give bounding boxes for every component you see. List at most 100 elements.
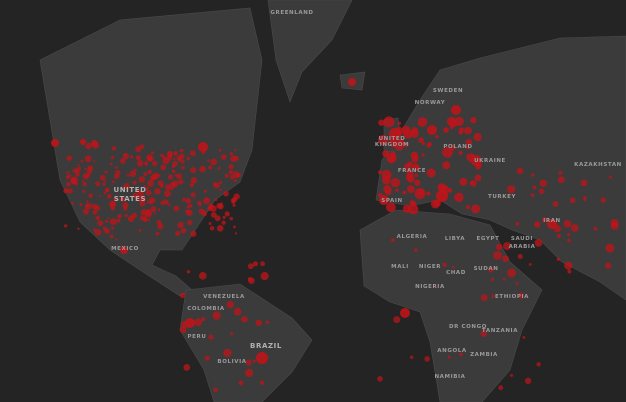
case-marker <box>81 179 85 183</box>
country-label: EGYPT <box>477 236 500 242</box>
case-marker <box>432 285 436 289</box>
case-marker <box>564 261 573 270</box>
country-label: TANZANIA <box>482 328 518 334</box>
country-label: STATES <box>114 195 146 203</box>
case-marker <box>129 170 137 178</box>
case-marker <box>113 196 118 201</box>
land <box>39 0 626 402</box>
case-marker <box>459 352 463 357</box>
case-marker <box>528 262 532 266</box>
case-marker <box>221 220 226 225</box>
case-marker <box>110 201 117 207</box>
case-marker <box>252 261 259 267</box>
case-marker <box>146 200 150 204</box>
case-marker <box>143 185 147 188</box>
case-marker <box>228 163 234 170</box>
case-marker <box>145 210 152 218</box>
case-marker <box>509 373 514 377</box>
case-marker <box>199 165 206 173</box>
case-marker <box>86 168 93 174</box>
case-marker <box>190 167 197 174</box>
case-marker <box>534 239 543 247</box>
case-marker <box>109 218 117 226</box>
eurasia <box>375 35 626 301</box>
case-marker <box>94 229 102 236</box>
case-marker <box>605 262 612 269</box>
case-marker <box>116 218 121 223</box>
case-marker <box>150 206 157 212</box>
case-marker <box>480 294 488 302</box>
case-marker <box>524 377 532 385</box>
case-marker <box>102 182 106 186</box>
case-marker <box>466 145 470 150</box>
case-marker <box>99 174 106 181</box>
case-marker <box>259 380 265 386</box>
case-marker <box>135 155 141 161</box>
case-marker <box>256 352 268 364</box>
case-marker <box>465 205 471 210</box>
case-marker <box>245 359 252 366</box>
case-marker <box>422 142 426 146</box>
case-marker <box>400 308 410 318</box>
case-marker <box>208 334 214 340</box>
case-marker <box>383 185 392 194</box>
case-marker <box>217 166 221 170</box>
case-marker <box>547 219 557 229</box>
case-marker <box>133 168 136 171</box>
case-marker <box>162 199 169 205</box>
case-marker <box>236 172 241 178</box>
case-marker <box>65 172 69 175</box>
case-marker <box>153 172 160 180</box>
case-marker <box>210 212 217 218</box>
country-label: ZAMBIA <box>470 352 498 358</box>
case-marker <box>102 226 107 231</box>
case-marker <box>156 219 162 225</box>
case-marker <box>224 173 229 178</box>
case-marker <box>223 190 229 197</box>
case-marker <box>533 221 541 228</box>
case-marker <box>498 385 504 391</box>
case-marker <box>228 169 234 175</box>
case-marker <box>84 167 87 171</box>
case-marker <box>186 156 191 161</box>
case-marker <box>214 198 218 202</box>
case-marker <box>209 225 215 231</box>
case-marker <box>138 176 146 183</box>
case-marker <box>220 154 227 161</box>
case-marker <box>417 117 428 127</box>
case-marker <box>186 205 191 209</box>
case-marker <box>212 311 221 320</box>
case-marker <box>410 129 419 138</box>
case-marker <box>114 173 120 179</box>
case-marker <box>87 173 91 177</box>
case-marker <box>204 355 210 361</box>
case-marker <box>71 201 74 205</box>
case-marker <box>382 175 391 185</box>
case-marker <box>442 262 447 268</box>
case-marker <box>518 292 525 299</box>
case-marker <box>144 162 148 167</box>
case-marker <box>413 248 418 252</box>
case-marker <box>471 204 481 214</box>
case-marker <box>147 180 154 187</box>
case-marker <box>580 179 588 187</box>
case-marker <box>216 224 224 232</box>
case-marker <box>567 238 571 243</box>
country-label: SUDAN <box>474 266 499 272</box>
case-marker <box>265 320 270 324</box>
case-marker <box>179 148 184 153</box>
case-marker <box>502 277 506 281</box>
case-marker <box>414 188 426 200</box>
case-marker <box>186 270 191 274</box>
case-marker <box>425 191 431 196</box>
country-label: PERU <box>188 334 207 340</box>
country-label: NORWAY <box>415 100 446 106</box>
case-marker <box>238 380 244 386</box>
case-marker <box>426 143 431 148</box>
case-marker <box>488 266 494 273</box>
case-marker <box>185 209 190 214</box>
case-marker <box>187 220 193 226</box>
case-marker <box>570 224 579 232</box>
case-marker <box>522 335 526 339</box>
country-label: SAUDI <box>511 236 533 242</box>
